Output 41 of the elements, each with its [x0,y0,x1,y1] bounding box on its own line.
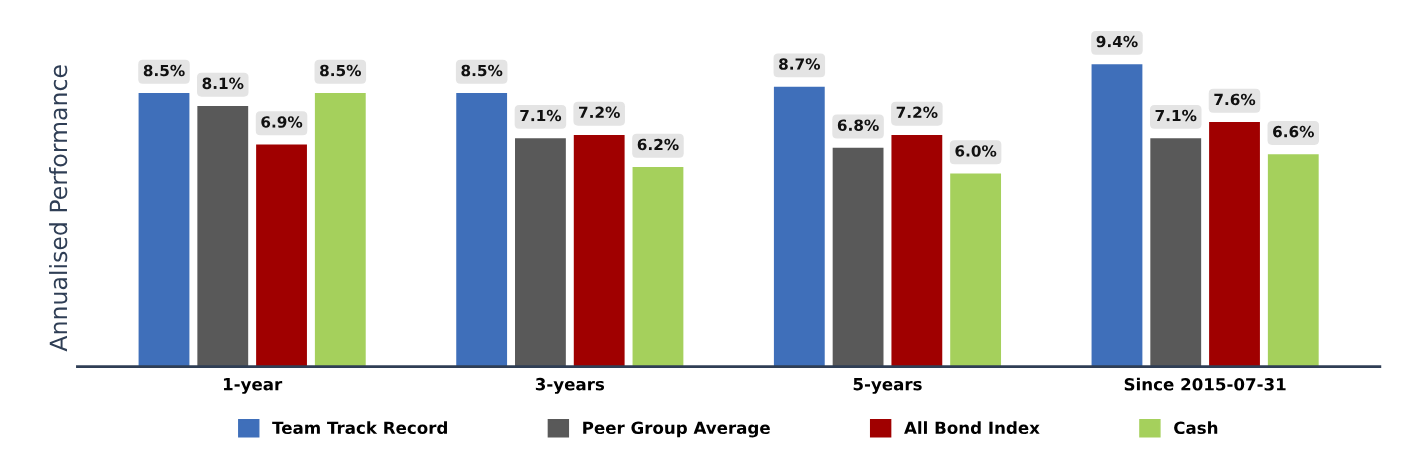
bar [515,138,566,367]
data-label: 6.9% [261,116,303,128]
bar [773,86,825,367]
data-label: 6.0% [955,145,997,157]
x-tick-label: 5-years [853,378,922,394]
data-label: 8.7% [779,58,821,70]
data-label: 7.1% [1155,109,1197,122]
data-label: 8.5% [320,64,361,77]
bar [1209,122,1260,367]
data-label: 8.5% [143,64,185,77]
y-axis-title: Annualised Performance [49,65,68,352]
legend-label: Peer Group Average [583,421,770,438]
data-label: 9.4% [1096,35,1138,48]
data-label: 8.5% [461,64,503,77]
data-label: 7.2% [896,106,938,119]
bar [138,93,190,367]
bar [314,93,366,367]
bar [1267,154,1319,367]
data-label: 7.1% [520,109,562,122]
legend-label: Team Track Record [272,421,447,435]
bar [632,167,684,367]
bar [1150,138,1202,367]
legend-label: Cash [1174,421,1218,435]
data-label: 6.2% [637,138,679,151]
bar [456,93,508,367]
data-label: 6.8% [837,119,879,131]
bar [832,147,884,367]
bar [891,134,943,367]
data-label: 7.6% [1214,93,1256,106]
bar [950,173,1002,367]
x-tick-label: 1-year [223,378,283,394]
legend-label: All Bond Index [904,421,1040,435]
data-label: 6.6% [1273,125,1314,138]
bar [197,105,249,367]
data-label: 7.2% [579,106,620,119]
bar [1091,64,1143,367]
data-label: 8.1% [202,77,244,90]
x-tick-label: Since 2015-07-31 [1124,377,1286,391]
bar [573,134,625,367]
bar [256,144,307,367]
x-tick-label: 3-years [535,377,605,394]
